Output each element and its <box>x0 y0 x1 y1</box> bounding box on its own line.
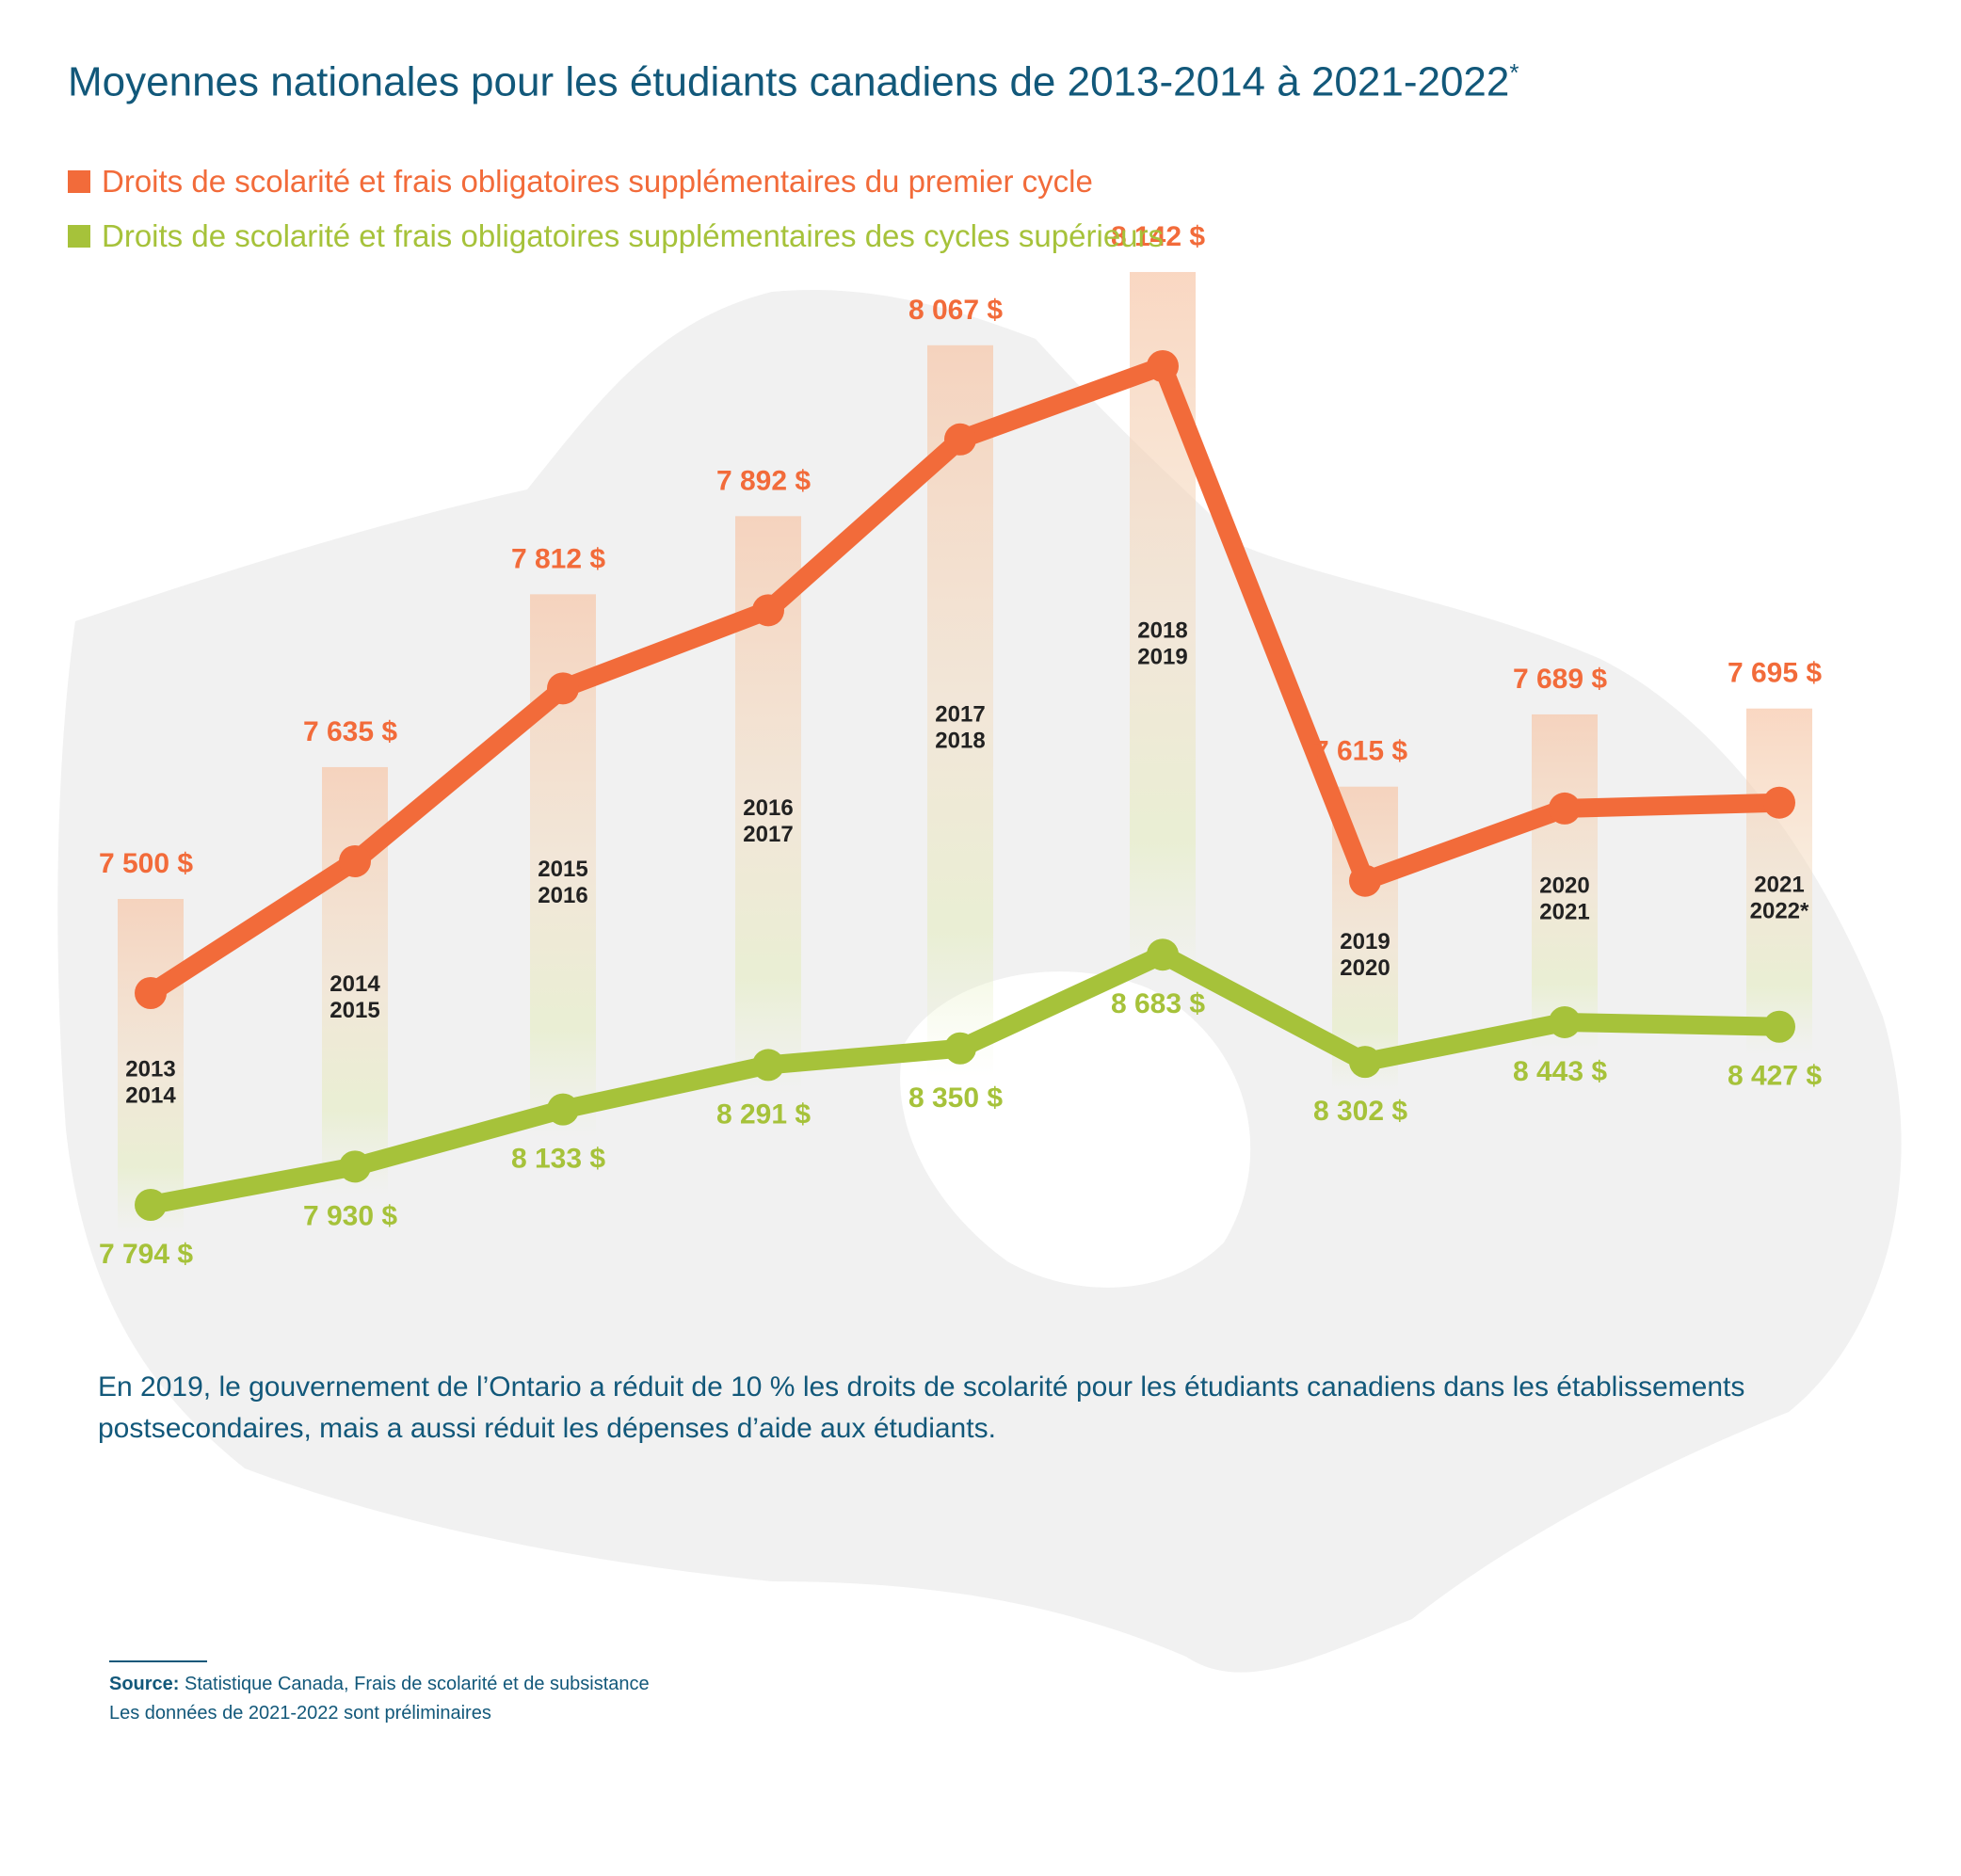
year-label-line: 2020 <box>1340 955 1390 981</box>
year-label-line: 2018 <box>1137 618 1187 644</box>
year-label-line: 2019 <box>1340 929 1390 954</box>
value-label-undergraduate: 7 892 $ <box>716 465 811 496</box>
data-point-undergraduate <box>135 977 167 1009</box>
year-label-line: 2013 <box>125 1057 175 1082</box>
year-column <box>118 899 184 1233</box>
year-label-line: 2015 <box>330 998 379 1023</box>
data-point-graduate <box>1763 1010 1795 1043</box>
data-point-undergraduate <box>547 672 579 705</box>
footnote: Source: Statistique Canada, Frais de sco… <box>109 1670 650 1728</box>
value-label-undergraduate: 7 635 $ <box>303 716 397 747</box>
year-label-line: 2014 <box>125 1083 176 1109</box>
data-point-graduate <box>1147 938 1179 971</box>
value-label-undergraduate: 7 500 $ <box>99 848 193 879</box>
year-label-line: 2014 <box>330 971 380 997</box>
value-label-undergraduate: 8 142 $ <box>1111 221 1205 252</box>
year-label-line: 2020 <box>1539 873 1589 898</box>
source-text: Statistique Canada, Frais de scolarité e… <box>179 1674 650 1694</box>
value-label-graduate: 8 427 $ <box>1728 1061 1822 1092</box>
data-point-undergraduate <box>1549 792 1581 825</box>
value-label-undergraduate: 7 615 $ <box>1313 736 1407 767</box>
legend-swatch-graduate <box>68 225 90 248</box>
data-point-undergraduate <box>944 423 976 456</box>
legend-swatch-undergraduate <box>68 170 90 193</box>
year-label-line: 2017 <box>743 822 793 847</box>
year-label-line: 2017 <box>935 701 985 727</box>
data-point-graduate <box>1549 1005 1581 1038</box>
year-label: 2019 2020 <box>1340 929 1390 981</box>
value-label-graduate: 7 930 $ <box>303 1200 397 1231</box>
year-label: 2021 2022* <box>1750 873 1809 924</box>
year-label: 2020 2021 <box>1539 873 1589 924</box>
value-label-graduate: 8 443 $ <box>1513 1056 1607 1087</box>
value-label-undergraduate: 8 067 $ <box>908 295 1003 326</box>
year-label-line: 2016 <box>538 883 587 908</box>
year-label-line: 2021 <box>1754 873 1804 898</box>
value-label-undergraduate: 7 812 $ <box>511 543 605 574</box>
value-label-graduate: 7 794 $ <box>99 1239 193 1270</box>
data-point-graduate <box>1349 1046 1381 1079</box>
ontario-note: En 2019, le gouvernement de l’Ontario a … <box>98 1371 1745 1444</box>
legend-label-undergraduate: Droits de scolarité et frais obligatoire… <box>102 164 1093 199</box>
year-label: 2016 2017 <box>743 795 793 847</box>
year-label: 2015 2016 <box>538 857 587 908</box>
year-label-line: 2021 <box>1539 899 1589 924</box>
year-label-line: 2019 <box>1137 645 1187 670</box>
value-label-undergraduate: 7 695 $ <box>1728 658 1822 689</box>
value-label-graduate: 8 133 $ <box>511 1144 605 1175</box>
data-point-undergraduate <box>1763 786 1795 819</box>
source-line: Source: Statistique Canada, Frais de sco… <box>109 1670 650 1699</box>
title-asterisk: * <box>1509 58 1519 87</box>
year-column <box>1532 714 1598 1050</box>
value-label-graduate: 8 350 $ <box>908 1082 1003 1114</box>
year-label: 2013 2014 <box>125 1057 176 1109</box>
legend-label-graduate: Droits de scolarité et frais obligatoire… <box>102 218 1165 253</box>
value-label-undergraduate: 7 689 $ <box>1513 664 1607 695</box>
year-label-line: 2015 <box>538 857 587 882</box>
data-point-graduate <box>752 1049 784 1082</box>
data-point-undergraduate <box>339 844 371 877</box>
value-label-graduate: 8 683 $ <box>1111 988 1205 1019</box>
data-point-graduate <box>135 1189 167 1221</box>
data-point-graduate <box>339 1150 371 1183</box>
year-label-line: 2016 <box>743 795 793 821</box>
legend-item-undergraduate: Droits de scolarité et frais obligatoire… <box>68 154 1164 209</box>
value-label-graduate: 8 302 $ <box>1313 1096 1407 1127</box>
chart-title-text: Moyennes nationales pour les étudiants c… <box>68 58 1510 105</box>
year-label: 2017 2018 <box>935 701 985 753</box>
data-point-undergraduate <box>1349 864 1381 897</box>
footnote-rule <box>109 1660 207 1662</box>
year-label-line: 2022* <box>1750 899 1809 924</box>
data-point-graduate <box>547 1093 579 1126</box>
data-point-graduate <box>944 1032 976 1065</box>
chart-title: Moyennes nationales pour les étudiants c… <box>68 58 1519 106</box>
preliminary-note: Les données de 2021-2022 sont préliminai… <box>109 1703 491 1724</box>
source-label: Source: <box>109 1674 180 1694</box>
legend-item-graduate: Droits de scolarité et frais obligatoire… <box>68 209 1164 264</box>
data-point-undergraduate <box>752 594 784 627</box>
year-column <box>1746 708 1812 1055</box>
year-label: 2018 2019 <box>1137 618 1187 670</box>
data-point-undergraduate <box>1147 349 1179 382</box>
legend: Droits de scolarité et frais obligatoire… <box>68 154 1164 264</box>
year-label: 2014 2015 <box>330 971 380 1023</box>
value-label-graduate: 8 291 $ <box>716 1098 811 1130</box>
year-label-line: 2018 <box>935 728 985 753</box>
